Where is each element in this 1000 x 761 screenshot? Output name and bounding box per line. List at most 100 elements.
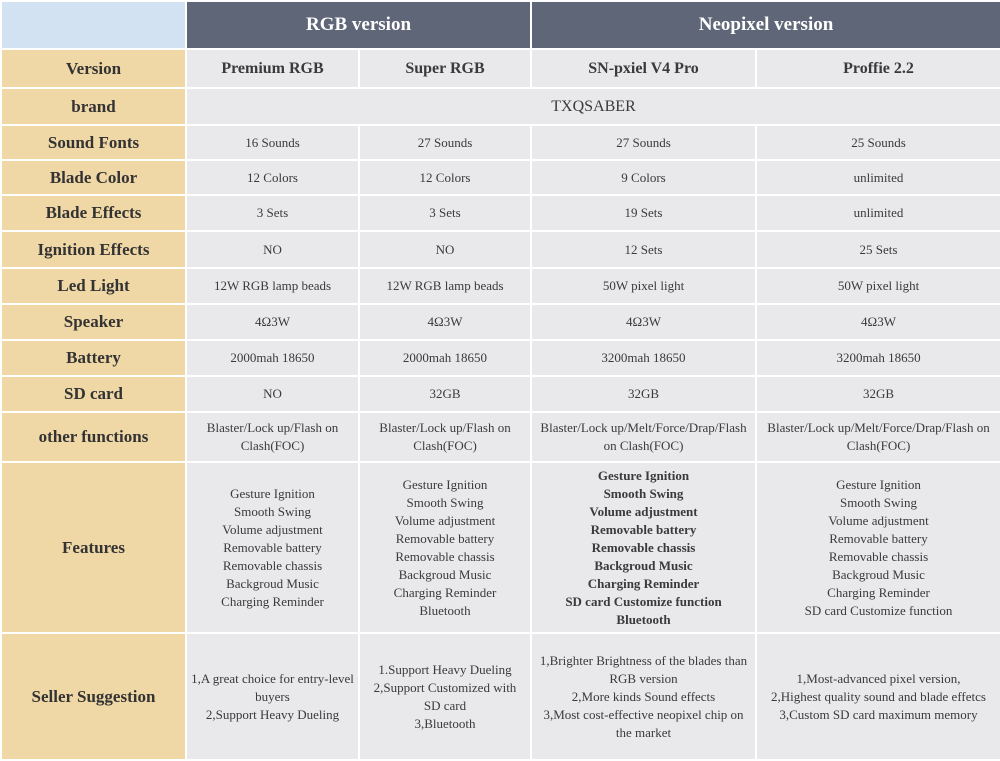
table-cell: Blaster/Lock up/Melt/Force/Drap/Flash on… bbox=[530, 411, 757, 463]
cell-line: Charging Reminder bbox=[393, 584, 497, 600]
table-cell: Blaster/Lock up/Melt/Force/Drap/Flash on… bbox=[754, 411, 1000, 463]
table-cell: unlimited bbox=[754, 159, 1000, 196]
group-header: Neopixel version bbox=[529, 0, 1000, 50]
row-label: SD card bbox=[0, 375, 187, 413]
cell-line: Removable battery bbox=[223, 539, 322, 555]
cell-line: Volume adjustment bbox=[222, 521, 323, 537]
cell-line: Backgroud Music bbox=[594, 557, 693, 573]
table-cell: unlimited bbox=[754, 194, 1000, 232]
table-cell: 3 Sets bbox=[185, 194, 360, 232]
cell-line: Bluetooth bbox=[419, 602, 471, 618]
row-label: Version bbox=[0, 48, 187, 89]
table-cell: Gesture Ignition Smooth Swing Volume adjus… bbox=[185, 461, 360, 634]
cell-line: Volume adjustment bbox=[828, 512, 929, 528]
cell-line: SD card Customize function bbox=[565, 593, 722, 609]
cell-line: Gesture Ignition bbox=[402, 476, 488, 492]
cell-line: Removable battery bbox=[395, 530, 495, 546]
table-cell: 19 Sets bbox=[530, 194, 757, 232]
cell-line: Charging Reminder bbox=[827, 584, 930, 600]
row-label: Ignition Effects bbox=[0, 230, 187, 269]
table-row: Blade Color 12 Colors 12 Colors 9 Colors unl… bbox=[0, 159, 1000, 196]
row-label: Sound Fonts bbox=[0, 124, 187, 161]
table-cell: 4Ω3W bbox=[530, 303, 757, 341]
group-header: RGB version bbox=[185, 0, 532, 50]
table-cell: 50W pixel light bbox=[754, 267, 1000, 305]
table-cell: TXQSABER bbox=[184, 87, 1000, 126]
table-cell: 4Ω3W bbox=[185, 303, 360, 341]
cell-line: 3,Most cost-effective neopixel chip on t… bbox=[543, 706, 744, 740]
table-cell: 2000mah 18650 bbox=[185, 339, 360, 377]
table-cell: 27 Sounds bbox=[530, 124, 757, 161]
cell-line: Backgroud Music bbox=[226, 575, 319, 591]
table-cell: Proffie 2.2 bbox=[754, 48, 1000, 89]
cell-line: 2,Support Customized with SD card bbox=[373, 679, 517, 713]
cell-line: 1,A great choice for entry-level buyers bbox=[191, 670, 354, 704]
table-row: Blade Effects 3 Sets 3 Sets 19 Sets unlimite… bbox=[0, 194, 1000, 232]
table-cell: 3 Sets bbox=[358, 194, 532, 232]
table-cell: Blaster/Lock up/Flash on Clash(FOC) bbox=[185, 411, 360, 463]
table-cell: 2000mah 18650 bbox=[358, 339, 532, 377]
table-row: Sound Fonts 16 Sounds 27 Sounds 27 Sounds 25… bbox=[0, 124, 1000, 161]
table-cell: 12 Colors bbox=[185, 159, 360, 196]
table-row: Speaker 4Ω3W 4Ω3W 4Ω3W 4Ω3W bbox=[0, 303, 1000, 341]
table-row: Led Light 12W RGB lamp beads 12W RGB lamp … bbox=[0, 267, 1000, 305]
table-row: Version Premium RGB Super RGB SN-pxiel V4 P… bbox=[0, 48, 1000, 89]
cell-line: SD card Customize function bbox=[804, 602, 953, 618]
table-cell: NO bbox=[358, 230, 532, 269]
cell-line: 2,Highest quality sound and blade effetc… bbox=[771, 688, 986, 704]
table-cell: NO bbox=[185, 375, 360, 413]
row-label: Blade Effects bbox=[0, 194, 187, 232]
table-cell: 25 Sets bbox=[754, 230, 1000, 269]
table-cell: 3200mah 18650 bbox=[754, 339, 1000, 377]
table-cell: Blaster/Lock up/Flash on Clash(FOC) bbox=[358, 411, 532, 463]
table-cell: 50W pixel light bbox=[530, 267, 757, 305]
row-label: brand bbox=[0, 87, 187, 126]
row-label: Speaker bbox=[0, 303, 187, 341]
table-row: SD card NO 32GB 32GB 32GB bbox=[0, 375, 1000, 413]
table-cell: 32GB bbox=[358, 375, 532, 413]
cell-line: Smooth Swing bbox=[840, 494, 917, 510]
cell-line: Backgroud Music bbox=[398, 566, 492, 582]
table-row: Battery 2000mah 18650 2000mah 18650 3200mah… bbox=[0, 339, 1000, 377]
cell-line: Bluetooth bbox=[616, 611, 671, 627]
cell-line: Gesture Ignition bbox=[597, 467, 690, 483]
table-cell: 32GB bbox=[754, 375, 1000, 413]
table-cell: 4Ω3W bbox=[754, 303, 1000, 341]
table-cell: Super RGB bbox=[358, 48, 532, 89]
cell-line: 2,Support Heavy Dueling bbox=[205, 706, 340, 722]
table-cell: Premium RGB bbox=[185, 48, 360, 89]
cell-line: 2,More kinds Sound effects bbox=[571, 688, 716, 704]
cell-line: Smooth Swing bbox=[406, 494, 484, 510]
cell-line: Smooth Swing bbox=[603, 485, 684, 501]
cell-line: Smooth Swing bbox=[234, 503, 311, 519]
cell-line: Removable battery bbox=[829, 530, 928, 546]
cell-line: Charging Reminder bbox=[221, 593, 324, 609]
table-cell: 16 Sounds bbox=[185, 124, 360, 161]
cell-line: 3,Custom SD card maximum memory bbox=[779, 706, 978, 722]
table-cell: NO bbox=[185, 230, 360, 269]
cell-line: 1.Support Heavy Dueling bbox=[378, 661, 512, 677]
row-label: Seller Suggestion bbox=[0, 632, 187, 761]
row-label: Led Light bbox=[0, 267, 187, 305]
table-row: Seller Suggestion 1,A great choice for en… bbox=[0, 632, 1000, 761]
cell-line: 3,Bluetooth bbox=[414, 715, 476, 731]
table-cell: 12W RGB lamp beads bbox=[185, 267, 360, 305]
table-cell: 27 Sounds bbox=[358, 124, 532, 161]
row-label: Features bbox=[0, 461, 187, 634]
cell-line: Removable chassis bbox=[828, 548, 929, 564]
cell-line: Charging Reminder bbox=[587, 575, 700, 591]
cell-line: Removable chassis bbox=[222, 557, 323, 573]
table-cell: 1,Brighter Brightness of the blades than… bbox=[530, 632, 757, 761]
table-cell: 12 Sets bbox=[530, 230, 757, 269]
table-cell: 1,A great choice for entry-level buyers 2… bbox=[185, 632, 360, 761]
table-cell: 32GB bbox=[530, 375, 757, 413]
cell-line: 1,Most-advanced pixel version, bbox=[796, 670, 961, 686]
table-cell: Gesture Ignition Smooth Swing Volume adjus… bbox=[530, 461, 757, 634]
table-cell: 9 Colors bbox=[530, 159, 757, 196]
table-cell: 3200mah 18650 bbox=[530, 339, 757, 377]
table-cell: 1.Support Heavy Dueling 2,Support Customi… bbox=[358, 632, 532, 761]
table-cell: 25 Sounds bbox=[754, 124, 1000, 161]
table-cell: Gesture Ignition Smooth Swing Volume adjus… bbox=[754, 461, 1000, 634]
